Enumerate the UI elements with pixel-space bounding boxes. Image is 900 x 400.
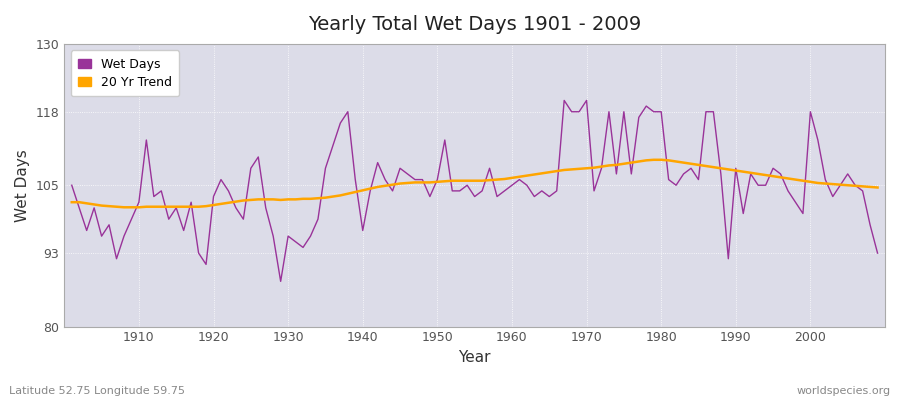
Wet Days [611,172,622,176]
20 Yr Trend [604,163,615,168]
Text: Latitude 52.75 Longitude 59.75: Latitude 52.75 Longitude 59.75 [9,386,185,396]
20 Yr Trend [342,191,353,196]
Wet Days [872,251,883,256]
Line: Wet Days: Wet Days [72,100,878,281]
20 Yr Trend [514,174,525,179]
Y-axis label: Wet Days: Wet Days [15,149,30,222]
Wet Days [298,245,309,250]
20 Yr Trend [119,205,130,210]
Wet Days [559,98,570,103]
Wet Days [67,183,77,188]
Wet Days [507,183,517,188]
20 Yr Trend [507,176,517,180]
20 Yr Trend [648,157,659,162]
Title: Yearly Total Wet Days 1901 - 2009: Yearly Total Wet Days 1901 - 2009 [308,15,642,34]
Wet Days [514,177,525,182]
20 Yr Trend [67,200,77,204]
X-axis label: Year: Year [458,350,491,365]
20 Yr Trend [298,196,309,201]
Text: worldspecies.org: worldspecies.org [796,386,891,396]
Wet Days [275,279,286,284]
20 Yr Trend [872,185,883,190]
Wet Days [126,217,137,222]
20 Yr Trend [133,205,144,210]
Line: 20 Yr Trend: 20 Yr Trend [72,160,878,207]
Legend: Wet Days, 20 Yr Trend: Wet Days, 20 Yr Trend [70,50,179,96]
Wet Days [342,109,353,114]
